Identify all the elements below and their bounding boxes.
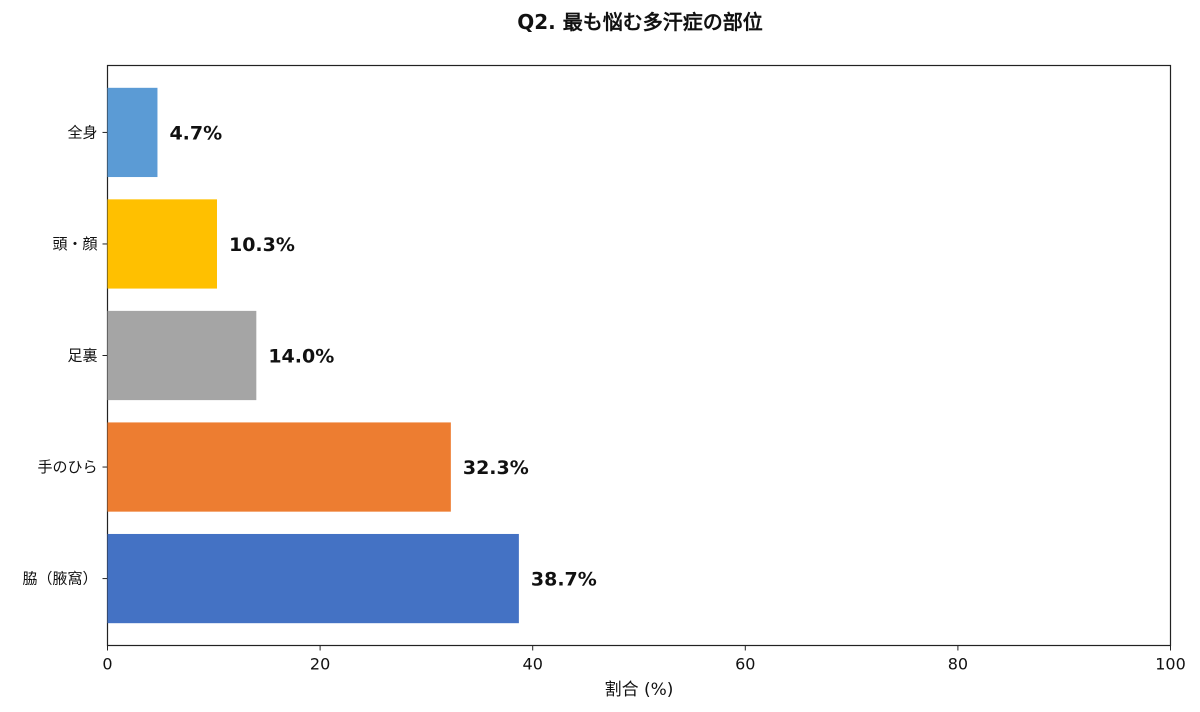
- data-labels: 4.7% 10.3% 14.0% 32.3% 38.7%: [169, 122, 596, 590]
- x-tick-label: 40: [523, 655, 543, 674]
- x-axis-label: 割合 (%): [605, 680, 674, 700]
- data-label: 32.3%: [463, 457, 529, 479]
- x-tick-label: 20: [310, 655, 330, 674]
- x-tick-label: 100: [1155, 655, 1186, 674]
- bar-0: [107, 87, 158, 178]
- bar-1: [107, 199, 217, 289]
- x-tick-label: 0: [102, 655, 112, 674]
- bar-4: [107, 533, 519, 624]
- category-label: 手のひら: [37, 458, 97, 476]
- category-label: 足裏: [67, 347, 97, 365]
- x-tick-label: 80: [948, 655, 968, 674]
- bars-group: [107, 87, 519, 624]
- bar-3: [107, 422, 451, 512]
- category-label: 脇（腋窩）: [22, 570, 97, 588]
- data-label: 4.7%: [169, 122, 222, 144]
- data-label: 38.7%: [531, 569, 597, 591]
- category-label: 頭・顔: [52, 235, 97, 253]
- data-label: 14.0%: [268, 346, 334, 368]
- category-label: 全身: [67, 123, 97, 141]
- x-tick-label: 60: [735, 655, 755, 674]
- bar-2: [107, 310, 257, 401]
- data-label: 10.3%: [229, 234, 295, 256]
- chart-title: Q2. 最も悩む多汗症の部位: [517, 10, 762, 34]
- x-axis-ticks: 0 20 40 60 80 100: [102, 645, 1186, 674]
